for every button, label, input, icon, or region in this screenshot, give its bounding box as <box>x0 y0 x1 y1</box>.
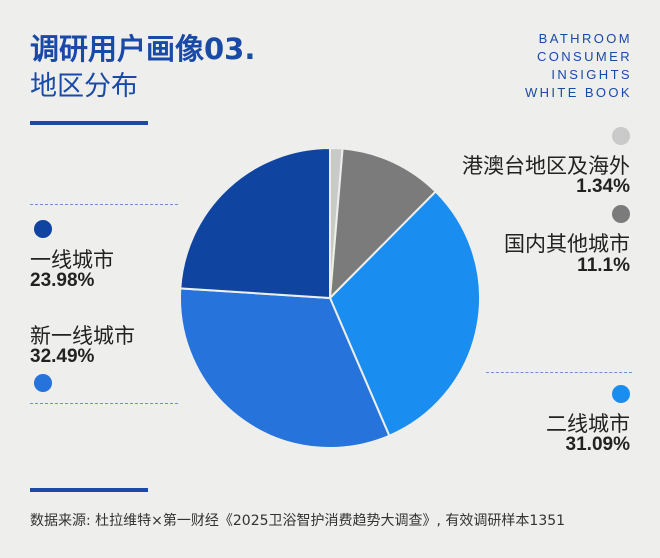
legend-value-tier1: 23.98% <box>30 270 95 291</box>
divider <box>30 403 178 404</box>
legend-label-overseas: 港澳台地区及海外 <box>462 154 630 178</box>
legend-value-new-tier1: 32.49% <box>30 346 95 367</box>
legend-value-overseas: 1.34% <box>576 176 630 197</box>
divider <box>486 372 632 373</box>
legend-dot-new-tier1 <box>34 374 52 392</box>
footer-bar <box>30 488 148 492</box>
brand-line: CONSUMER <box>536 49 632 64</box>
legend-dot-tier1 <box>34 220 52 238</box>
brand-block: BATHROOM CONSUMER INSIGHTS WHITE BOOK <box>525 30 632 102</box>
brand-line: INSIGHTS <box>551 67 632 82</box>
legend-label-new-tier1: 新一线城市 <box>30 324 135 348</box>
legend-label-tier1: 一线城市 <box>30 248 114 272</box>
source-note: 数据来源: 杜拉维特×第一财经《2025卫浴智护消费趋势大调查》, 有效调研样本… <box>30 513 566 529</box>
pie-slice-2 <box>328 190 481 438</box>
legend-value-tier2: 31.09% <box>565 434 630 455</box>
legend-label-other-cities: 国内其他城市 <box>504 232 630 256</box>
page-subtitle: 地区分布 <box>30 71 138 102</box>
pie-slice-1 <box>328 147 438 301</box>
legend-dot-tier2 <box>612 385 630 403</box>
legend-label-tier2: 二线城市 <box>546 412 630 436</box>
legend-dot-overseas <box>612 127 630 145</box>
title-underline <box>30 121 148 125</box>
pie-slice-4 <box>179 146 331 300</box>
brand-line: BATHROOM <box>538 31 632 46</box>
legend-value-other-cities: 11.1% <box>577 255 630 276</box>
divider <box>30 204 178 205</box>
legend-dot-other-cities <box>612 205 630 223</box>
pie-slice-3 <box>179 287 391 449</box>
page-title: 调研用户画像03. <box>30 32 256 66</box>
brand-line: WHITE BOOK <box>524 85 632 100</box>
